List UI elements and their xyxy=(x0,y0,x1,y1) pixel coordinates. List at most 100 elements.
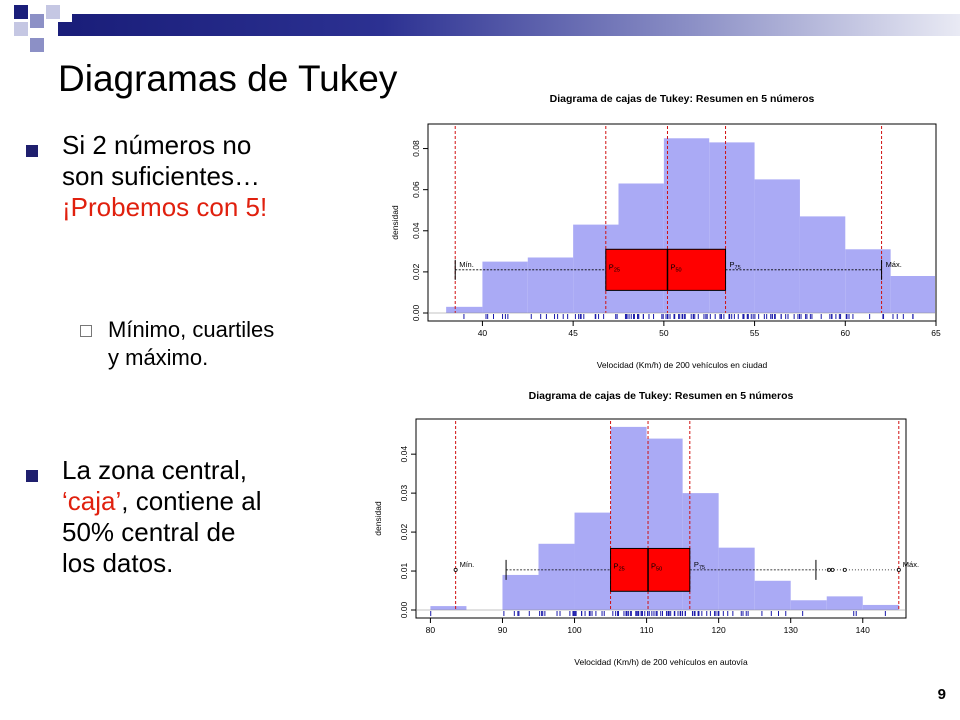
page-number: 9 xyxy=(937,686,946,703)
bullet-2-line-2: ‘caja’, contiene al xyxy=(62,486,362,517)
y-tick-label: 0.06 xyxy=(411,181,421,198)
deco-square xyxy=(30,38,44,52)
quote-close: ’ xyxy=(115,486,122,516)
caja-word: caja xyxy=(67,486,116,516)
bullet-2-line-1: La zona central, xyxy=(62,455,248,485)
deco-square xyxy=(30,14,44,28)
sub-bullet-text: Mínimo, cuartiles y máximo. xyxy=(108,316,368,372)
y-tick-label: 0.00 xyxy=(411,304,421,321)
histogram-bar xyxy=(718,547,755,610)
x-tick-label: 80 xyxy=(426,625,436,635)
y-tick-label: 0.01 xyxy=(399,562,409,579)
sub-bullet-line-2: y máximo. xyxy=(108,345,209,370)
x-axis-label: Velocidad (Km/h) de 200 vehículos en ciu… xyxy=(597,360,768,370)
histogram-bar xyxy=(527,257,574,313)
header-bar xyxy=(72,14,960,36)
sub-bullet-line-1: Mínimo, cuartiles xyxy=(108,317,275,342)
histogram-bar xyxy=(754,179,800,313)
histogram-bar xyxy=(845,249,891,313)
x-tick-label: 110 xyxy=(640,625,654,635)
deco-square xyxy=(58,22,72,36)
bullet-1-line-2: son suficientes… xyxy=(62,161,260,191)
y-tick-label: 0.04 xyxy=(399,446,409,463)
x-tick-label: 140 xyxy=(856,625,870,635)
plot-frame xyxy=(427,123,937,322)
bullet-1-text: Si 2 números no son suficientes… ¡Probem… xyxy=(62,130,362,223)
x-tick-label: 45 xyxy=(568,328,578,338)
box-iqr xyxy=(610,547,691,592)
histogram-bar xyxy=(573,224,619,313)
bullet-1-line-3: ¡Probemos con 5! xyxy=(62,192,268,222)
box-iqr xyxy=(605,248,727,291)
y-tick-label: 0.02 xyxy=(399,524,409,541)
label-p25: P25 xyxy=(614,561,625,572)
outlier-point xyxy=(826,567,831,572)
y-tick-label: 0.02 xyxy=(411,263,421,280)
histogram-bar xyxy=(618,183,664,313)
bullet-marker xyxy=(26,470,38,482)
label-p50: P50 xyxy=(670,262,681,273)
label-p75: P75 xyxy=(730,260,741,271)
bullet-2-line-4: los datos. xyxy=(62,548,174,578)
y-axis-label: densidad xyxy=(390,205,400,240)
x-tick-label: 130 xyxy=(784,625,798,635)
deco-square xyxy=(14,5,28,19)
histogram-bar xyxy=(610,426,647,610)
histogram-bar xyxy=(663,138,710,313)
max-point xyxy=(896,567,901,572)
deco-square xyxy=(46,5,60,19)
histogram-bar xyxy=(482,261,528,313)
x-tick-label: 40 xyxy=(478,328,488,338)
histogram-bar xyxy=(446,306,483,313)
y-tick-label: 0.04 xyxy=(411,222,421,239)
y-tick-label: 0.00 xyxy=(399,601,409,618)
histogram-bar xyxy=(574,512,611,610)
histogram-bar xyxy=(754,580,791,610)
histogram-bar xyxy=(502,574,539,610)
histogram-bar xyxy=(430,606,467,610)
x-tick-label: 50 xyxy=(659,328,669,338)
x-tick-label: 100 xyxy=(567,625,581,635)
histogram-bar xyxy=(826,596,863,610)
x-tick-label: 65 xyxy=(931,328,941,338)
label-p75: P75 xyxy=(694,560,705,571)
bullet-2-text: La zona central, ‘caja’, contiene al 50%… xyxy=(62,455,362,579)
label-max: Máx. xyxy=(903,560,919,569)
histogram-bar xyxy=(646,438,683,610)
x-tick-label: 60 xyxy=(841,328,851,338)
bullet-1-line-1: Si 2 números no xyxy=(62,130,252,160)
histogram-bar xyxy=(890,276,935,313)
x-tick-label: 90 xyxy=(498,625,508,635)
histogram-bar xyxy=(862,604,899,610)
deco-square xyxy=(14,22,28,36)
bullet-2-line-2-rest: , contiene al xyxy=(121,486,262,516)
label-min: Mín. xyxy=(459,260,474,269)
y-tick-label: 0.08 xyxy=(411,140,421,157)
label-p25: P25 xyxy=(609,262,620,273)
bullet-2-line-3: 50% central de xyxy=(62,517,236,547)
quote-open: ‘ xyxy=(62,486,68,516)
min-point xyxy=(453,567,458,572)
x-axis-label: Velocidad (Km/h) de 200 vehículos en aut… xyxy=(574,657,748,667)
y-tick-label: 0.03 xyxy=(399,485,409,502)
sub-bullet-marker xyxy=(80,325,92,337)
page-title: Diagramas de Tukey xyxy=(58,58,398,99)
x-tick-label: 55 xyxy=(750,328,760,338)
histogram-bar xyxy=(799,216,846,313)
outlier-point xyxy=(842,567,847,572)
histogram-bar xyxy=(790,600,827,610)
histogram-bar xyxy=(682,493,719,610)
histogram-bar xyxy=(538,543,575,610)
bullet-marker xyxy=(26,145,38,157)
histogram-bar xyxy=(709,142,755,313)
chart-title: Diagrama de cajas de Tukey: Resumen en 5… xyxy=(529,390,794,402)
chart-1: Diagrama de cajas de Tukey: Resumen en 5… xyxy=(390,93,941,370)
chart-2: Diagrama de cajas de Tukey: Resumen en 5… xyxy=(373,390,919,667)
outlier-point xyxy=(830,567,835,572)
label-p50: P50 xyxy=(651,561,662,572)
x-tick-label: 120 xyxy=(712,625,726,635)
y-axis-label: densidad xyxy=(373,501,383,536)
plot-frame xyxy=(415,418,907,619)
label-max: Máx. xyxy=(886,260,902,269)
chart-title: Diagrama de cajas de Tukey: Resumen en 5… xyxy=(550,93,815,105)
